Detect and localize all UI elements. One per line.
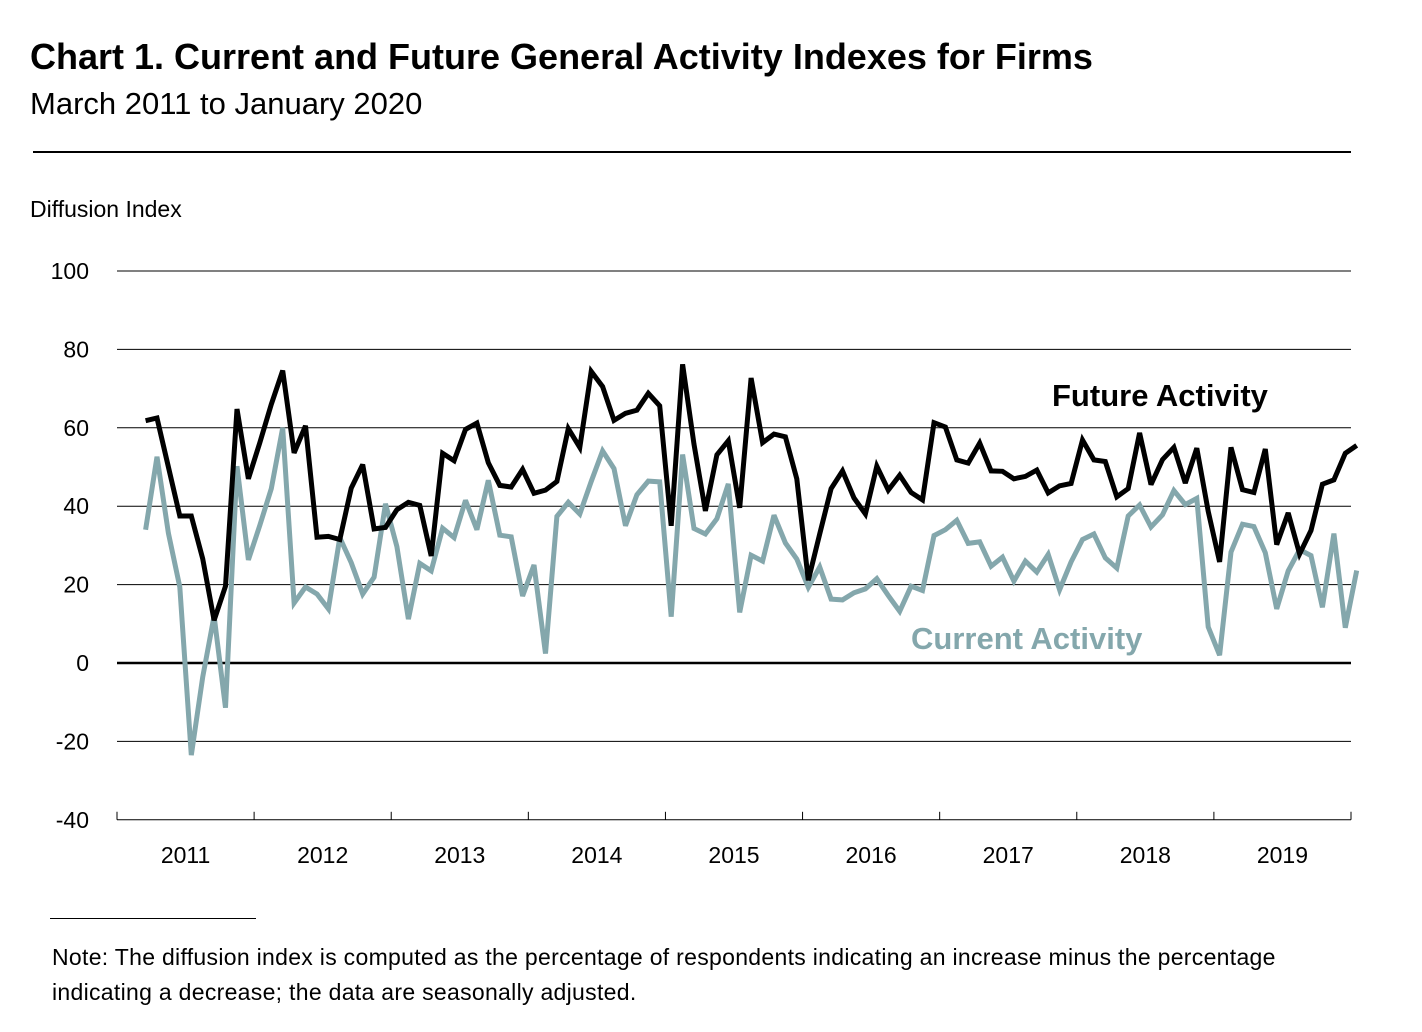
future-activity-line — [145, 363, 1359, 622]
title-divider — [33, 151, 1351, 153]
x-tick-label: 2018 — [1120, 842, 1171, 868]
current-activity-line — [143, 427, 1360, 756]
x-tick-label: 2014 — [571, 842, 622, 868]
y-axis-label: Diffusion Index — [30, 196, 182, 222]
chart-note: Note: The diffusion index is computed as… — [52, 944, 1276, 1005]
chart-subtitle: March 2011 to January 2020 — [30, 86, 423, 121]
note-divider — [50, 918, 256, 919]
x-tick-label: 2013 — [434, 842, 485, 868]
y-tick-label: -40 — [56, 807, 89, 833]
x-tick-label: 2017 — [983, 842, 1034, 868]
y-tick-label: 80 — [63, 336, 89, 362]
y-tick-label: 20 — [63, 572, 89, 598]
x-tick-label: 2019 — [1257, 842, 1308, 868]
current-activity-label: Current Activity — [911, 621, 1143, 656]
y-tick-label: 60 — [63, 415, 89, 441]
x-tick-label: 2011 — [161, 842, 210, 868]
x-tick-label: 2016 — [846, 842, 897, 868]
series-lines — [143, 363, 1360, 756]
y-tick-label: 100 — [51, 258, 89, 284]
y-tick-label: 0 — [76, 650, 89, 676]
x-tick-label: 2015 — [708, 842, 759, 868]
y-tick-label: -20 — [56, 728, 89, 754]
future-activity-label: Future Activity — [1052, 378, 1269, 413]
chart-title: Chart 1. Current and Future General Acti… — [30, 36, 1093, 77]
y-tick-label: 40 — [63, 493, 89, 519]
x-axis: 2011 2012 2013 2014 2015 2016 2017 2018 2019 — [116, 811, 1352, 868]
y-tick-labels: 100 80 60 40 20 0 -20 -40 — [51, 258, 89, 833]
gridlines — [117, 270, 1351, 742]
x-tick-label: 2012 — [297, 842, 348, 868]
